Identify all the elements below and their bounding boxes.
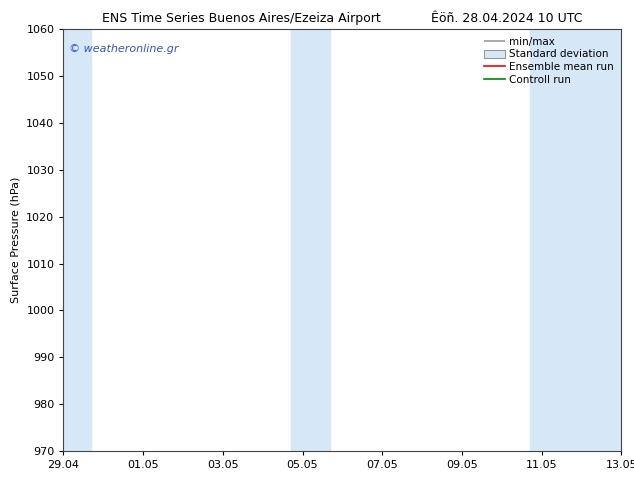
Bar xyxy=(529,29,633,451)
Bar xyxy=(290,29,330,451)
Legend: min/max, Standard deviation, Ensemble mean run, Controll run: min/max, Standard deviation, Ensemble me… xyxy=(482,35,616,87)
Text: © weatheronline.gr: © weatheronline.gr xyxy=(69,44,179,54)
Text: ENS Time Series Buenos Aires/Ezeiza Airport: ENS Time Series Buenos Aires/Ezeiza Airp… xyxy=(101,12,380,25)
Y-axis label: Surface Pressure (hPa): Surface Pressure (hPa) xyxy=(11,177,21,303)
Text: Êöñ. 28.04.2024 10 UTC: Êöñ. 28.04.2024 10 UTC xyxy=(432,12,583,25)
Bar xyxy=(51,29,91,451)
